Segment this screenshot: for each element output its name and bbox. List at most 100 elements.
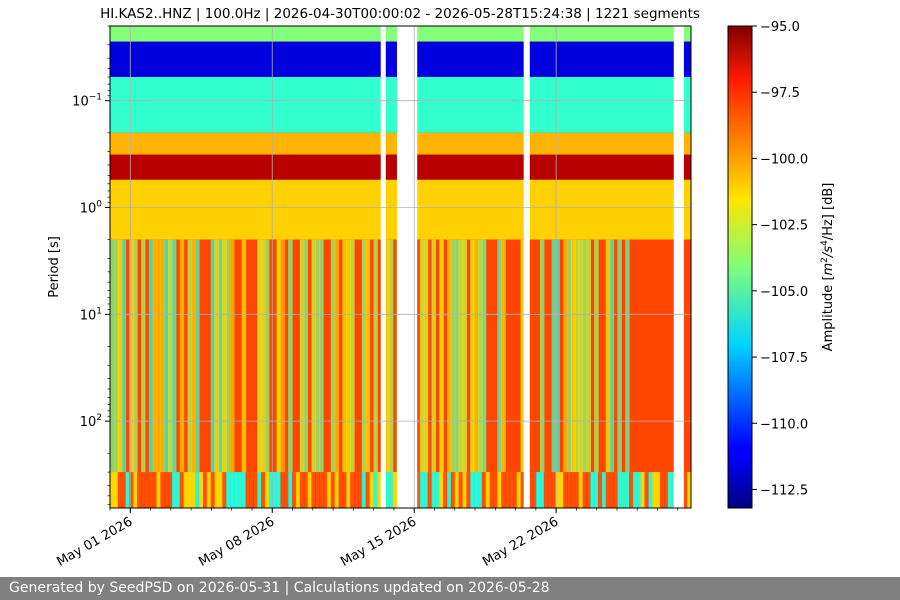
long-period-stripe (613, 472, 619, 508)
time-stripe (361, 239, 367, 473)
time-stripe (388, 239, 394, 473)
long-period-stripe (276, 472, 282, 508)
time-stripe (555, 239, 560, 473)
time-stripe (594, 239, 599, 473)
time-stripe (477, 239, 483, 473)
long-period-stripe (667, 472, 673, 508)
long-period-stripe (636, 472, 642, 508)
long-period-stripe (392, 472, 398, 508)
long-period-stripe (489, 472, 495, 508)
long-period-stripe (621, 472, 626, 508)
long-period-stripe (354, 472, 359, 508)
long-period-stripe (140, 472, 146, 508)
long-period-stripe (179, 472, 185, 508)
long-period-stripe (570, 472, 576, 508)
colorbar-label-main: Amplitude [ (821, 275, 836, 351)
colorbar-label-m: m (821, 263, 836, 276)
time-stripe (470, 239, 475, 473)
footer-bar: Generated by SeedPSD on 2026-05-31 | Cal… (0, 577, 900, 600)
data-gap-0 (380, 26, 386, 508)
long-period-stripe (516, 472, 522, 508)
long-period-stripe (512, 472, 518, 508)
long-period-stripe (454, 472, 460, 508)
long-period-stripe (280, 472, 285, 508)
long-period-stripe (214, 472, 220, 508)
long-period-stripe (183, 472, 189, 508)
long-period-stripe (292, 472, 297, 508)
time-stripe (497, 239, 502, 473)
long-period-stripe (578, 472, 584, 508)
long-period-stripe (632, 472, 638, 508)
time-stripe (133, 239, 138, 473)
colorbar-label-slash: /s (821, 246, 836, 258)
long-period-stripe (470, 472, 475, 508)
time-stripe (214, 239, 220, 473)
time-stripe (148, 239, 154, 473)
long-period-stripe (598, 472, 603, 508)
long-period-stripe (508, 472, 514, 508)
long-period-stripe (206, 472, 212, 508)
time-stripe (179, 239, 185, 473)
x-tick-label: May 01 2026 (54, 514, 135, 569)
time-stripe (319, 239, 324, 473)
long-period-stripe (210, 472, 216, 508)
y-tick-label: 101 (80, 306, 102, 323)
long-period-stripe (175, 472, 181, 508)
long-period-stripe (303, 472, 309, 508)
long-period-stripe (233, 472, 239, 508)
long-period-stripe (323, 472, 328, 508)
long-period-stripe (230, 472, 235, 508)
data-gap-1 (396, 26, 418, 508)
long-period-stripe (446, 472, 452, 508)
long-period-stripe (497, 472, 502, 508)
time-stripe (342, 239, 347, 473)
colorbar-tick-label: −100.0 (760, 152, 808, 167)
long-period-stripe (257, 472, 262, 508)
long-period-stripe (663, 472, 669, 508)
chart-title: HI.KAS2..HNZ | 100.0Hz | 2026-04-30T00:0… (100, 6, 700, 22)
long-period-stripe (450, 472, 456, 508)
time-stripe (303, 239, 309, 473)
colorbar-gradient (727, 25, 753, 509)
time-stripe (164, 239, 169, 473)
time-stripe (226, 239, 231, 473)
long-period-stripe (125, 472, 130, 508)
long-period-stripe (543, 472, 549, 508)
colorbar-tick-label: −110.0 (760, 417, 808, 432)
time-stripe (187, 239, 192, 473)
colorbar-tick-label: −112.5 (760, 483, 808, 498)
time-stripe (419, 239, 425, 473)
long-period-stripe (462, 472, 467, 508)
time-variation-layer (110, 239, 691, 508)
time-stripe (195, 239, 200, 473)
long-period-stripe (346, 472, 351, 508)
long-period-stripe (481, 472, 487, 508)
long-period-stripe (144, 472, 150, 508)
long-period-stripe (485, 472, 491, 508)
time-stripe (288, 239, 293, 473)
long-period-stripe (160, 472, 165, 508)
time-stripe (431, 239, 436, 473)
time-stripe (373, 239, 378, 473)
long-period-stripe (601, 472, 607, 508)
long-period-stripe (202, 472, 208, 508)
colorbar: −95.0 −97.5 −100.0 −102.5 −105.0 −107.5 −110.0… (727, 20, 836, 509)
long-period-stripe (594, 472, 599, 508)
long-period-stripe (443, 472, 448, 508)
long-period-stripe (385, 472, 390, 508)
long-period-stripe (350, 472, 355, 508)
long-period-stripe (152, 472, 158, 508)
plot-area (110, 26, 691, 508)
data-gap-layer (380, 26, 684, 508)
time-stripe (446, 239, 452, 473)
long-period-stripe (539, 472, 545, 508)
y-tick-label: 10−1 (72, 93, 102, 110)
time-stripe (578, 239, 584, 473)
time-stripe (567, 239, 572, 473)
time-stripe (501, 239, 506, 473)
long-period-stripe (330, 472, 336, 508)
long-period-stripe (652, 472, 657, 508)
long-period-stripe (365, 472, 371, 508)
time-stripe (385, 239, 390, 473)
time-stripe (191, 239, 196, 473)
